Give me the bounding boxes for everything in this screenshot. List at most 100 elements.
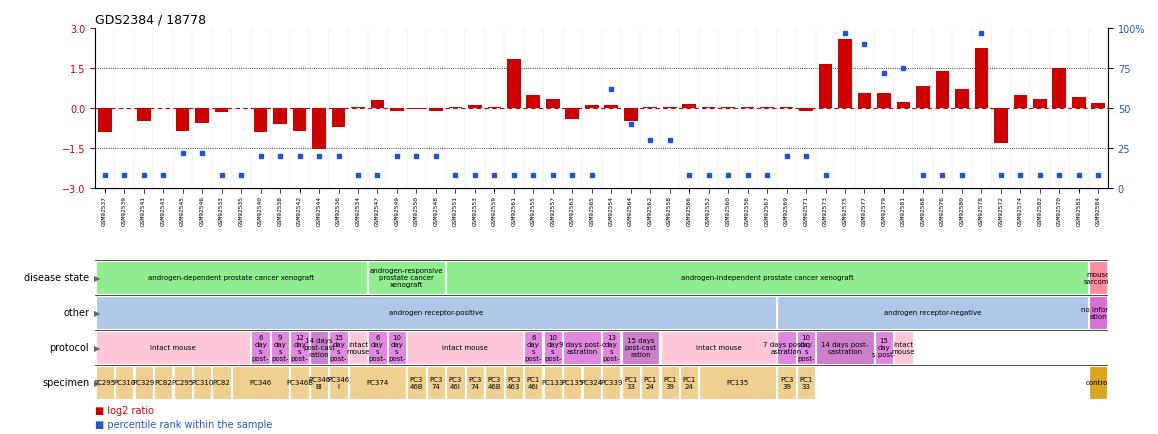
Text: PC346B: PC346B (286, 380, 313, 386)
Text: androgen-independent prostate cancer xenograft: androgen-independent prostate cancer xen… (681, 275, 853, 281)
Text: other: other (64, 308, 89, 318)
Bar (642, 366, 659, 399)
Text: 13
day
s
post-: 13 day s post- (602, 334, 620, 361)
Bar (368, 331, 387, 364)
Text: protocol: protocol (50, 343, 89, 353)
Text: GSM92569: GSM92569 (784, 196, 789, 226)
Text: GSM92578: GSM92578 (979, 196, 984, 226)
Bar (193, 366, 211, 399)
Bar (98, 109, 111, 133)
Bar (543, 366, 562, 399)
Bar (174, 366, 192, 399)
Text: intact mouse: intact mouse (151, 345, 196, 351)
Text: 15
day
s
post-: 15 day s post- (330, 334, 347, 361)
Bar (488, 108, 501, 109)
Text: intact mouse: intact mouse (696, 345, 741, 351)
Text: GSM92572: GSM92572 (998, 196, 1003, 226)
Text: 10
day
s
post-: 10 day s post- (544, 334, 562, 361)
Bar (154, 366, 173, 399)
Text: PC1
33: PC1 33 (624, 376, 637, 389)
Bar (349, 366, 406, 399)
Text: GSM92581: GSM92581 (901, 196, 906, 226)
Bar (214, 109, 228, 113)
Text: 15 days
post-cast
ration: 15 days post-cast ration (624, 338, 657, 358)
Bar (96, 366, 113, 399)
Text: PC295: PC295 (171, 380, 193, 386)
Text: PC1
24: PC1 24 (644, 376, 657, 389)
Bar (797, 331, 815, 364)
Text: 7 days post-c
astration: 7 days post-c astration (763, 341, 809, 354)
Bar (349, 331, 367, 364)
Bar (644, 108, 657, 109)
Bar (1090, 296, 1107, 329)
Bar (446, 261, 1087, 294)
Text: 6
day
s
post-: 6 day s post- (368, 334, 387, 361)
Bar (682, 105, 696, 109)
Bar (662, 108, 676, 109)
Bar (468, 105, 482, 109)
Text: PC82: PC82 (154, 380, 173, 386)
Text: PC135: PC135 (727, 380, 749, 386)
Text: intact
mouse: intact mouse (346, 341, 369, 354)
Text: mouse
sarcoma: mouse sarcoma (1084, 271, 1113, 284)
Bar (699, 366, 776, 399)
Bar (563, 366, 581, 399)
Bar (310, 331, 328, 364)
Bar (1072, 98, 1085, 109)
Bar (505, 366, 523, 399)
Bar (799, 109, 813, 112)
Text: GSM92545: GSM92545 (181, 196, 185, 226)
Bar (602, 331, 621, 364)
Bar (390, 109, 404, 112)
Bar (313, 109, 325, 150)
Bar (916, 87, 930, 109)
Bar (96, 296, 776, 329)
Text: intact
mouse: intact mouse (892, 341, 915, 354)
Text: GSM92573: GSM92573 (823, 196, 828, 226)
Bar (1033, 100, 1047, 109)
Text: ▶: ▶ (94, 378, 101, 387)
Text: disease state: disease state (24, 273, 89, 283)
Bar (232, 366, 290, 399)
Text: GSM92561: GSM92561 (512, 196, 516, 226)
Bar (1053, 69, 1067, 109)
Bar (896, 103, 910, 109)
Bar (702, 108, 716, 109)
Bar (563, 331, 601, 364)
Bar (388, 331, 406, 364)
Text: GSM92564: GSM92564 (629, 196, 633, 226)
Bar (371, 101, 384, 109)
Bar (779, 108, 793, 109)
Text: PC3
46I: PC3 46I (448, 376, 462, 389)
Bar (212, 366, 230, 399)
Bar (176, 109, 190, 132)
Bar (254, 109, 267, 133)
Bar (273, 109, 287, 125)
Text: PC3
74: PC3 74 (468, 376, 482, 389)
Bar (975, 49, 988, 109)
Text: GSM92559: GSM92559 (492, 196, 497, 226)
Bar (408, 366, 426, 399)
Bar (604, 106, 618, 109)
Bar (858, 93, 871, 109)
Text: PC346
BI: PC346 BI (308, 376, 330, 389)
Text: GSM92536: GSM92536 (336, 196, 340, 226)
Text: ▶: ▶ (94, 343, 101, 352)
Text: GSM92547: GSM92547 (375, 196, 380, 226)
Text: 9 days post-c
astration: 9 days post-c astration (558, 341, 606, 354)
Bar (874, 331, 893, 364)
Text: GSM92538: GSM92538 (278, 196, 283, 226)
Text: GSM92544: GSM92544 (316, 196, 322, 226)
Text: GSM92558: GSM92558 (667, 196, 672, 226)
Text: androgen-dependent prostate cancer xenograft: androgen-dependent prostate cancer xenog… (148, 275, 315, 281)
Text: GSM92549: GSM92549 (395, 196, 400, 226)
Bar (96, 261, 367, 294)
Text: PC329: PC329 (132, 380, 155, 386)
Text: 15
day
s post-: 15 day s post- (872, 338, 895, 358)
Bar (777, 296, 1087, 329)
Text: GSM92542: GSM92542 (298, 196, 302, 226)
Bar (624, 109, 638, 122)
Text: 9
day
s
post-: 9 day s post- (271, 334, 288, 361)
Text: androgen receptor-positive: androgen receptor-positive (389, 310, 483, 316)
Bar (838, 39, 852, 109)
